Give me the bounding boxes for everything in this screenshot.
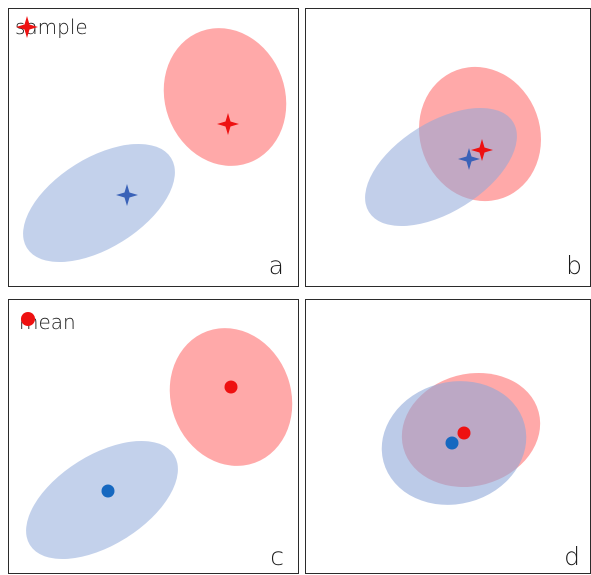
panel-a-label: a <box>268 251 284 280</box>
panel-a: sample a <box>8 8 299 287</box>
panel-b: b <box>305 8 591 287</box>
red-sample-star-icon <box>217 113 239 135</box>
blue-sample-star-icon <box>458 148 480 170</box>
panel-c-canvas <box>26 328 293 560</box>
panel-b-canvas <box>365 66 541 227</box>
red-sample-star-icon <box>471 139 493 161</box>
panel-d-label: d <box>564 542 580 571</box>
blue-distribution-ellipse <box>365 107 517 227</box>
legend-mean: mean <box>19 310 76 334</box>
dot-icon <box>21 312 35 326</box>
red-distribution-ellipse <box>163 28 287 166</box>
blue-sample-star-icon <box>116 184 138 206</box>
red-mean-dot-icon <box>457 426 471 440</box>
panel-b-label: b <box>566 251 582 280</box>
panel-c: mean c <box>8 299 299 574</box>
panel-a-canvas <box>23 28 287 263</box>
blue-distribution-ellipse <box>23 143 175 263</box>
blue-mean-dot-icon <box>101 484 115 498</box>
red-distribution-ellipse <box>169 328 293 466</box>
red-mean-dot-icon <box>224 380 238 394</box>
legend-sample: sample <box>15 15 88 39</box>
blue-distribution-ellipse <box>26 440 178 560</box>
four-point-star-icon <box>16 16 38 38</box>
panel-d: d <box>305 299 591 574</box>
blue-mean-dot-icon <box>445 436 459 450</box>
panel-c-label: c <box>270 542 284 571</box>
panel-d-canvas <box>381 372 541 505</box>
